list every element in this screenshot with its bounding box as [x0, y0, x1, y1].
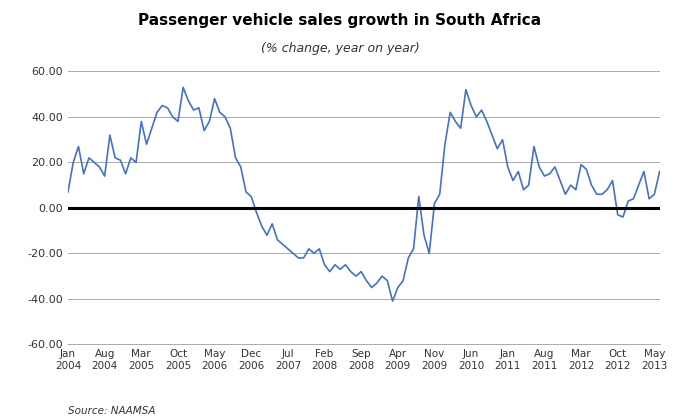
Text: Source: NAAMSA: Source: NAAMSA: [68, 406, 156, 416]
Text: Passenger vehicle sales growth in South Africa: Passenger vehicle sales growth in South …: [139, 13, 541, 28]
Text: (% change, year on year): (% change, year on year): [260, 42, 420, 55]
